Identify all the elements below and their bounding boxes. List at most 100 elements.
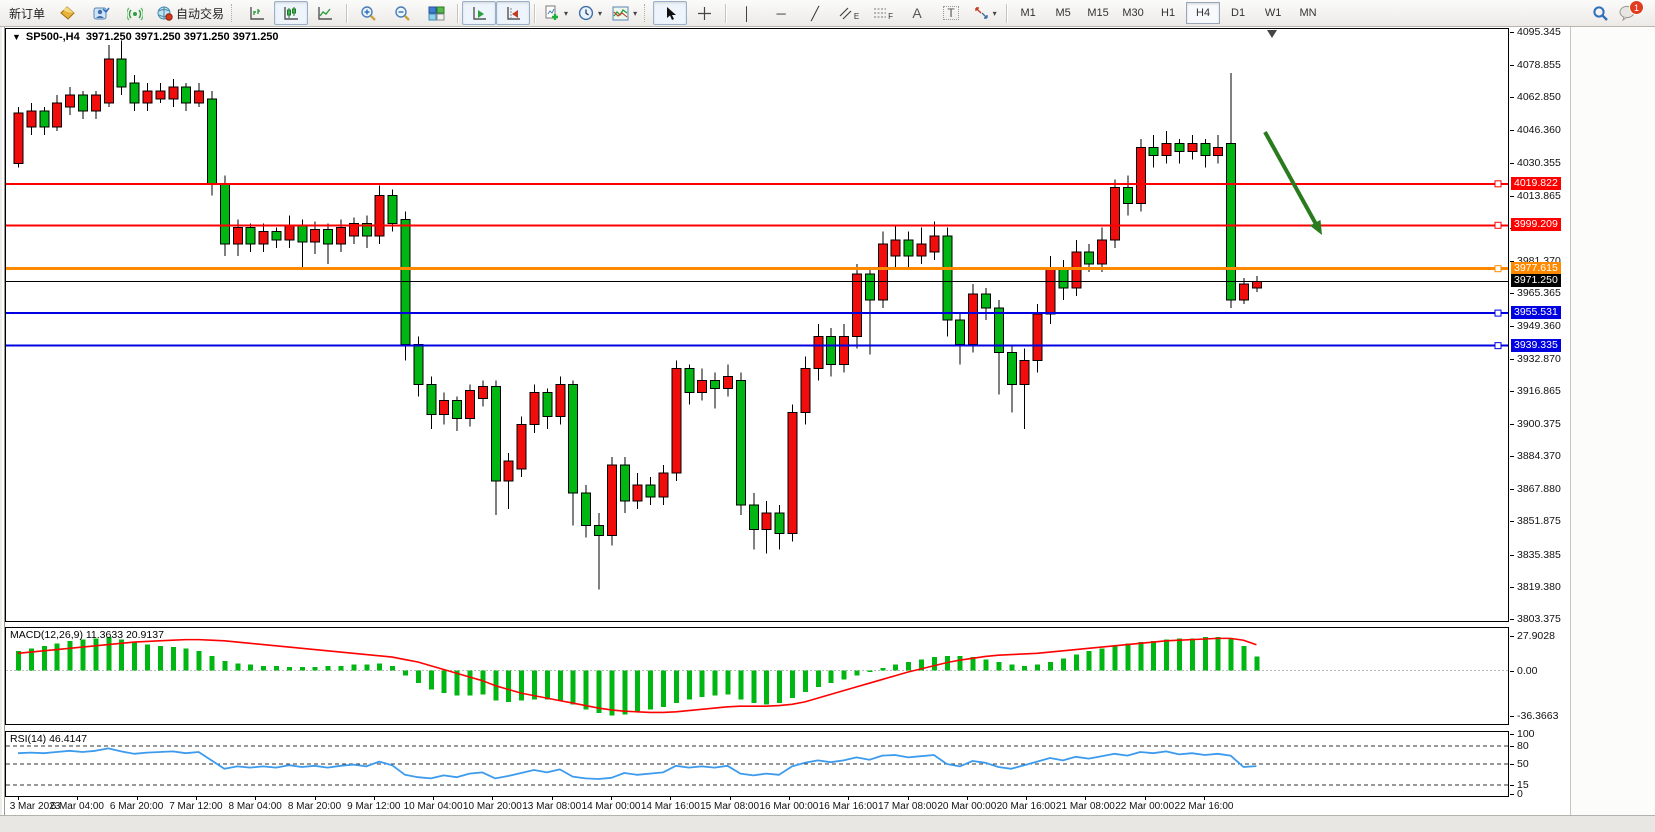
- price-tickmark: [1510, 293, 1514, 295]
- price-tickmark: [1510, 489, 1514, 491]
- signals-button[interactable]: [118, 1, 152, 25]
- add-indicator-button[interactable]: ▾: [539, 1, 573, 25]
- toolbar-grip: [644, 4, 650, 22]
- timeframe-button-m5[interactable]: M5: [1055, 7, 1071, 19]
- horizontal-line-icon: ─: [776, 5, 786, 21]
- trendline-tool-button[interactable]: ╱: [798, 1, 832, 25]
- macd-tickmark: [1510, 670, 1514, 672]
- templates-button[interactable]: ▾: [607, 1, 642, 25]
- time-tickmark: [848, 797, 850, 800]
- fibonacci-tool-button[interactable]: F: [866, 1, 900, 25]
- macd-panel[interactable]: MACD(12,26,9) 11.3633 20.9137: [5, 627, 1509, 725]
- line-chart-icon: [317, 6, 333, 21]
- time-tickmark: [18, 797, 19, 800]
- dropdown-caret-icon: ▾: [992, 8, 997, 18]
- bar-chart-icon: [249, 6, 265, 21]
- toolbar-separator: [725, 3, 727, 23]
- price-tickmark: [1510, 325, 1514, 327]
- horizontal-line-tool-button[interactable]: ─: [764, 1, 798, 25]
- community-button[interactable]: [84, 1, 118, 25]
- timeframe-button-d1[interactable]: D1: [1231, 7, 1246, 19]
- timeframe-button-h4[interactable]: H4: [1186, 2, 1221, 24]
- autotrading-button[interactable]: 自动交易: [152, 1, 229, 25]
- label-tool-icon: T: [943, 6, 959, 20]
- auto-scroll-icon: [471, 6, 487, 21]
- line-chart-mode-button[interactable]: [308, 1, 342, 25]
- tile-windows-icon: [428, 6, 445, 21]
- time-tick-label: 13 Mar 08:00: [522, 801, 582, 812]
- timeframe-button-m1[interactable]: M1: [1020, 7, 1036, 19]
- market-watch-button[interactable]: [50, 1, 84, 25]
- candlestick-mode-button[interactable]: [274, 1, 309, 25]
- price-tick-label: 3949.360: [1517, 319, 1561, 332]
- time-tickmark: [907, 797, 909, 800]
- toolbar-separator: [1006, 3, 1008, 23]
- price-scale[interactable]: 4095.345 4078.855 4062.850 4046.360 4030.355…: [1510, 26, 1570, 815]
- window-bottom-strip: [0, 815, 1655, 832]
- fibonacci-letter: F: [888, 11, 894, 21]
- chart-shift-icon: [505, 6, 521, 21]
- rsi-tickmark: [1510, 794, 1514, 795]
- time-tick-label: 14 Mar 00:00: [581, 801, 641, 812]
- chart-shift-button[interactable]: [496, 1, 531, 25]
- time-tick-label: 20 Mar 16:00: [996, 801, 1056, 812]
- tile-windows-button[interactable]: [419, 1, 453, 25]
- timeframe-button-mn[interactable]: MN: [1299, 7, 1317, 19]
- price-tick-label: 3884.370: [1517, 450, 1561, 463]
- toolbar-grip: [231, 4, 237, 22]
- price-tick-label: 3965.365: [1517, 287, 1561, 300]
- signal-icon: [127, 6, 144, 21]
- price-level-badge: 3977.615: [1511, 261, 1561, 275]
- price-tick-label: 3900.375: [1517, 417, 1561, 430]
- search-button[interactable]: [1592, 5, 1609, 22]
- timeframe-button-m30[interactable]: M30: [1122, 7, 1144, 19]
- main-price-panel[interactable]: ▼ SP500-,H4 3971.250 3971.250 3971.250 39…: [5, 28, 1509, 622]
- price-tickmark: [1510, 586, 1514, 588]
- time-tickmark: [1026, 797, 1028, 800]
- price-tick-label: 3932.870: [1517, 352, 1561, 365]
- time-tick-label: 10 Mar 04:00: [403, 801, 463, 812]
- price-tick-label: 4030.355: [1517, 156, 1561, 169]
- timeframe-button-w1[interactable]: W1: [1264, 7, 1282, 19]
- macd-tickmark: [1510, 716, 1514, 717]
- vertical-line-tool-button[interactable]: │: [730, 1, 764, 25]
- price-tick-label: 4078.855: [1517, 59, 1561, 72]
- time-tick-label: 15 Mar 08:00: [700, 801, 760, 812]
- price-tickmark: [1510, 619, 1514, 620]
- timeframe-button-h1[interactable]: H1: [1161, 7, 1176, 19]
- price-tickmark: [1510, 195, 1514, 197]
- time-tickmark: [195, 797, 197, 800]
- time-tick-label: 8 Mar 20:00: [287, 801, 342, 812]
- zoom-in-button[interactable]: [351, 1, 385, 25]
- price-level-badge: 3939.335: [1511, 338, 1561, 352]
- time-axis[interactable]: 3 Mar 2023 6 Mar 04:00 6 Mar 20:00 7 Mar 12…: [5, 797, 1509, 815]
- auto-scroll-button[interactable]: [462, 1, 497, 25]
- rsi-panel[interactable]: RSI(14) 46.4147: [5, 731, 1509, 797]
- periods-button[interactable]: ▾: [573, 1, 607, 25]
- equidistant-channel-tool-button[interactable]: E: [832, 1, 866, 25]
- bar-chart-mode-button[interactable]: [240, 1, 274, 25]
- timeframe-button-m15[interactable]: M15: [1087, 7, 1109, 19]
- arrows-tool-button[interactable]: ▾: [968, 1, 1002, 25]
- add-indicator-icon: [544, 5, 560, 21]
- channel-icon: [839, 6, 853, 20]
- zoom-out-button[interactable]: [385, 1, 419, 25]
- rsi-scale-label: 50: [1517, 758, 1529, 770]
- time-tick-label: 16 Mar 00:00: [759, 801, 819, 812]
- candlestick-plot[interactable]: [6, 29, 1508, 621]
- new-order-button[interactable]: 新订单: [4, 1, 50, 25]
- rsi-scale-label: 0: [1517, 788, 1523, 800]
- price-tickmark: [1510, 261, 1514, 263]
- cursor-tool-button[interactable]: [653, 1, 688, 25]
- crosshair-tool-button[interactable]: [687, 1, 721, 25]
- text-tool-button[interactable]: A: [900, 1, 934, 25]
- time-tick-label: 17 Mar 08:00: [878, 801, 937, 812]
- time-tickmark: [1204, 797, 1205, 800]
- time-tick-label: 16 Mar 16:00: [818, 801, 878, 812]
- notifications-button[interactable]: 1: [1619, 0, 1644, 21]
- text-label-tool-button[interactable]: T: [934, 1, 968, 25]
- chart-toggle-icon[interactable]: ▼: [12, 32, 21, 42]
- dropdown-caret-icon: ▾: [564, 8, 569, 18]
- window-left-frame: [0, 27, 5, 831]
- price-tickmark: [1510, 423, 1514, 425]
